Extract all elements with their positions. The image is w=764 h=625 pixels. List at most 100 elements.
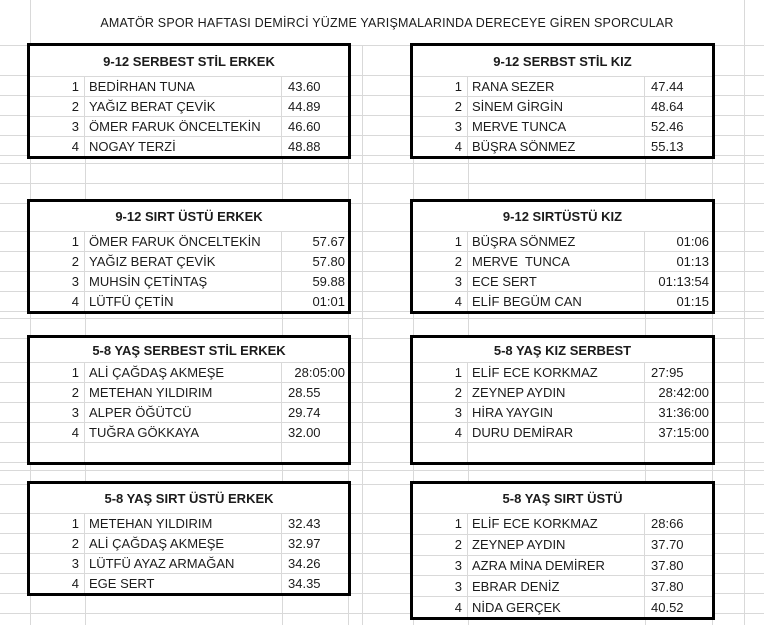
athlete-name-cell[interactable]: NİDA GERÇEK [468, 597, 645, 617]
time-cell[interactable]: 34.26 [288, 556, 321, 571]
table-title-cell[interactable]: 5-8 YAŞ SIRT ÜSTÜ ERKEK [104, 491, 274, 506]
rank-cell[interactable]: 3 [413, 117, 468, 136]
time-cell[interactable]: 48.88 [288, 139, 321, 154]
rank-cell[interactable]: 3 [413, 555, 468, 576]
rank-cell[interactable]: 3 [413, 272, 468, 291]
time-cell[interactable]: 37.70 [651, 537, 684, 553]
time-cell[interactable]: 44.89 [288, 99, 321, 114]
rank-cell[interactable]: 3 [413, 403, 468, 422]
time-cell[interactable]: 32.00 [288, 425, 321, 440]
rank-cell[interactable]: 1 [413, 514, 468, 534]
athlete-name-cell[interactable]: MUHSİN ÇETİNTAŞ [85, 272, 282, 291]
time-cell[interactable]: 57.80 [312, 254, 345, 269]
table-title-cell[interactable]: 5-8 YAŞ SIRT ÜSTÜ [502, 491, 623, 506]
time-cell[interactable]: 28:05:00 [294, 365, 345, 380]
athlete-name-cell[interactable]: BÜŞRA SÖNMEZ [468, 137, 645, 156]
athlete-name-cell[interactable]: AZRA MİNA DEMİRER [468, 555, 645, 576]
time-cell[interactable]: 37:15:00 [658, 425, 709, 440]
athlete-name-cell[interactable]: SİNEM GİRGİN [468, 97, 645, 116]
table-title-cell[interactable]: 9-12 SERBEST STİL ERKEK [103, 53, 275, 69]
athlete-name-cell[interactable]: RANA SEZER [468, 77, 645, 96]
time-cell[interactable]: 52.46 [651, 119, 684, 134]
athlete-name-cell[interactable]: ALİ ÇAĞDAŞ AKMEŞE [85, 363, 282, 382]
rank-cell[interactable]: 1 [413, 77, 468, 96]
athlete-name-cell[interactable]: ELİF ECE KORKMAZ [468, 363, 645, 382]
time-cell[interactable] [282, 443, 348, 462]
time-cell[interactable]: 57.67 [312, 234, 345, 249]
rank-cell[interactable]: 2 [30, 534, 85, 553]
rank-cell[interactable]: 3 [30, 403, 85, 422]
time-cell[interactable]: 01:15 [676, 294, 709, 309]
time-cell[interactable]: 32.97 [288, 536, 321, 551]
rank-cell[interactable]: 2 [413, 97, 468, 116]
rank-cell[interactable]: 1 [413, 232, 468, 251]
time-cell[interactable]: 27:95 [651, 365, 684, 380]
rank-cell[interactable]: 4 [413, 292, 468, 311]
time-cell[interactable]: 29.74 [288, 405, 321, 420]
rank-cell[interactable]: 2 [413, 534, 468, 555]
athlete-name-cell[interactable]: EBRAR DENİZ [468, 576, 645, 597]
rank-cell[interactable] [413, 443, 468, 462]
athlete-name-cell[interactable]: ÖMER FARUK ÖNCELTEKİN [85, 117, 282, 136]
rank-cell[interactable]: 2 [30, 97, 85, 116]
rank-cell[interactable]: 1 [30, 363, 85, 382]
athlete-name-cell[interactable]: MERVE TUNCA [468, 117, 645, 136]
rank-cell[interactable]: 4 [413, 423, 468, 442]
rank-cell[interactable]: 1 [30, 232, 85, 251]
athlete-name-cell[interactable]: BÜŞRA SÖNMEZ [468, 232, 645, 251]
athlete-name-cell[interactable]: LÜTFÜ AYAZ ARMAĞAN [85, 554, 282, 573]
athlete-name-cell[interactable]: ÖMER FARUK ÖNCELTEKİN [85, 232, 282, 251]
time-cell[interactable]: 01:13 [676, 254, 709, 269]
time-cell[interactable]: 01:06 [676, 234, 709, 249]
athlete-name-cell[interactable]: METEHAN YILDIRIM [85, 383, 282, 402]
athlete-name-cell[interactable]: BEDİRHAN TUNA [85, 77, 282, 96]
athlete-name-cell[interactable]: ALPER ÖĞÜTCÜ [85, 403, 282, 422]
rank-cell[interactable]: 3 [30, 272, 85, 291]
table-title-cell[interactable]: 5-8 YAŞ SERBEST STİL ERKEK [92, 342, 286, 358]
time-cell[interactable]: 47.44 [651, 79, 684, 94]
time-cell[interactable]: 43.60 [288, 79, 321, 94]
athlete-name-cell[interactable]: MERVE TUNCA [468, 252, 645, 271]
rank-cell[interactable]: 3 [413, 576, 468, 597]
table-title-cell[interactable]: 9-12 SIRT ÜSTÜ ERKEK [115, 209, 263, 224]
rank-cell[interactable]: 4 [413, 597, 468, 617]
rank-cell[interactable]: 4 [30, 137, 85, 156]
athlete-name-cell[interactable]: EGE SERT [85, 574, 282, 593]
time-cell[interactable]: 40.52 [651, 599, 684, 615]
sheet-title-cell[interactable]: AMATÖR SPOR HAFTASI DEMİRCİ YÜZME YARIŞM… [100, 15, 674, 30]
time-cell[interactable]: 59.88 [312, 274, 345, 289]
athlete-name-cell[interactable]: METEHAN YILDIRIM [85, 514, 282, 533]
time-cell[interactable]: 48.64 [651, 99, 684, 114]
athlete-name-cell[interactable]: YAĞIZ BERAT ÇEVİK [85, 97, 282, 116]
rank-cell[interactable]: 1 [413, 363, 468, 382]
rank-cell[interactable]: 1 [30, 77, 85, 96]
athlete-name-cell[interactable]: DURU DEMİRAR [468, 423, 645, 442]
time-cell[interactable]: 37.80 [651, 557, 684, 573]
athlete-name-cell[interactable]: LÜTFÜ ÇETİN [85, 292, 282, 311]
rank-cell[interactable]: 2 [30, 383, 85, 402]
rank-cell[interactable]: 1 [30, 514, 85, 533]
time-cell[interactable] [645, 443, 712, 462]
athlete-name-cell[interactable]: TUĞRA GÖKKAYA [85, 423, 282, 442]
time-cell[interactable]: 32.43 [288, 516, 321, 531]
rank-cell[interactable]: 4 [30, 292, 85, 311]
time-cell[interactable]: 37.80 [651, 578, 684, 594]
time-cell[interactable]: 28:66 [651, 516, 684, 532]
rank-cell[interactable]: 3 [30, 117, 85, 136]
time-cell[interactable]: 34.35 [288, 576, 321, 591]
athlete-name-cell[interactable]: YAĞIZ BERAT ÇEVİK [85, 252, 282, 271]
time-cell[interactable]: 55.13 [651, 139, 684, 154]
rank-cell[interactable]: 4 [30, 574, 85, 593]
athlete-name-cell[interactable] [468, 443, 645, 462]
rank-cell[interactable]: 2 [413, 252, 468, 271]
athlete-name-cell[interactable]: HİRA YAYGIN [468, 403, 645, 422]
time-cell[interactable]: 01:13:54 [658, 274, 709, 289]
athlete-name-cell[interactable]: ECE SERT [468, 272, 645, 291]
table-title-cell[interactable]: 9-12 SERBST STİL KIZ [493, 53, 632, 69]
rank-cell[interactable]: 2 [413, 383, 468, 402]
table-title-cell[interactable]: 5-8 YAŞ KIZ SERBEST [493, 342, 632, 358]
time-cell[interactable]: 46.60 [288, 119, 321, 134]
rank-cell[interactable]: 4 [30, 423, 85, 442]
rank-cell[interactable]: 3 [30, 554, 85, 573]
time-cell[interactable]: 01:01 [312, 294, 345, 309]
